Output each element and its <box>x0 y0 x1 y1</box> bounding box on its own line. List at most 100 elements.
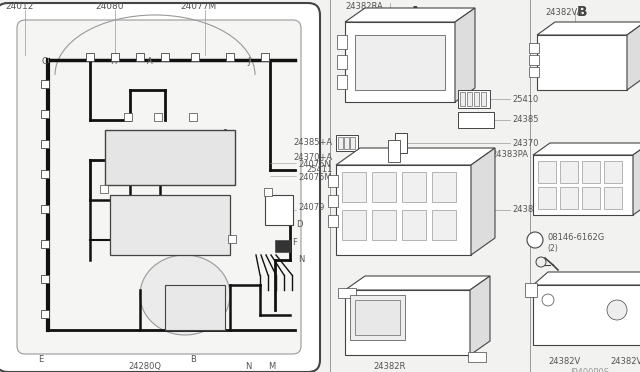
Bar <box>582 187 600 209</box>
Bar <box>372 172 396 202</box>
Polygon shape <box>533 143 640 155</box>
Text: 24280Q: 24280Q <box>128 362 161 371</box>
Bar <box>41 275 49 283</box>
Bar <box>395 133 407 153</box>
Bar <box>228 235 236 243</box>
Bar <box>154 113 162 121</box>
Bar <box>432 172 456 202</box>
Text: 25410: 25410 <box>512 96 538 105</box>
Text: 24370+A: 24370+A <box>294 153 333 162</box>
Text: 24382VB: 24382VB <box>610 357 640 366</box>
Bar <box>189 113 197 121</box>
Ellipse shape <box>140 255 230 335</box>
Bar <box>344 137 349 149</box>
Text: B: B <box>577 5 588 19</box>
Text: A: A <box>147 57 153 66</box>
Bar <box>533 285 640 345</box>
Text: B: B <box>190 355 196 364</box>
Bar <box>350 295 405 340</box>
Bar <box>355 300 400 335</box>
Bar <box>265 195 293 225</box>
Polygon shape <box>537 22 640 35</box>
Text: M: M <box>268 362 275 371</box>
Bar <box>529 55 539 65</box>
Bar <box>328 195 338 207</box>
Bar <box>402 172 426 202</box>
FancyBboxPatch shape <box>0 3 320 372</box>
Text: 24382RA: 24382RA <box>345 2 383 11</box>
Bar <box>161 53 169 61</box>
Bar <box>481 92 486 106</box>
Bar <box>86 53 94 61</box>
Bar <box>338 137 343 149</box>
Bar <box>328 175 338 187</box>
Bar <box>261 53 269 61</box>
Bar <box>41 170 49 178</box>
Bar <box>460 92 465 106</box>
Text: 08146-6162G: 08146-6162G <box>547 232 604 241</box>
Text: F: F <box>292 238 297 247</box>
Text: 24382VA: 24382VA <box>545 8 582 17</box>
Text: 24370: 24370 <box>512 138 538 148</box>
Bar <box>337 55 347 69</box>
Text: 24077M: 24077M <box>180 2 216 11</box>
Text: 25411: 25411 <box>307 165 333 174</box>
Text: 24385+A: 24385+A <box>294 138 333 147</box>
Bar <box>105 130 235 185</box>
Bar <box>328 215 338 227</box>
Bar <box>110 195 230 255</box>
Bar <box>537 35 627 90</box>
Bar <box>41 110 49 118</box>
Bar <box>41 205 49 213</box>
Bar <box>191 53 199 61</box>
Text: (2): (2) <box>547 244 557 253</box>
Bar <box>468 352 486 362</box>
Bar <box>467 92 472 106</box>
Bar <box>372 210 396 240</box>
Text: A: A <box>410 5 420 19</box>
Bar <box>529 67 539 77</box>
Text: E: E <box>38 355 44 364</box>
Bar <box>338 288 356 298</box>
Bar <box>100 185 108 193</box>
Bar <box>604 187 622 209</box>
Bar <box>342 172 366 202</box>
Bar <box>582 161 600 183</box>
Bar <box>402 210 426 240</box>
Bar <box>345 22 455 102</box>
Bar <box>41 140 49 148</box>
Bar <box>560 187 578 209</box>
Bar <box>604 161 622 183</box>
Polygon shape <box>345 276 490 290</box>
Bar <box>538 161 556 183</box>
Bar <box>525 283 537 297</box>
Bar <box>474 92 479 106</box>
Bar <box>337 35 347 49</box>
Text: 24382R: 24382R <box>374 362 406 371</box>
Text: N: N <box>298 255 305 264</box>
Polygon shape <box>470 276 490 355</box>
Text: 24079: 24079 <box>298 203 324 212</box>
Polygon shape <box>633 143 640 215</box>
Text: J: J <box>247 57 250 66</box>
Bar <box>124 113 132 121</box>
Bar <box>355 35 445 90</box>
Bar <box>560 161 578 183</box>
Bar <box>337 75 347 89</box>
Text: 24012: 24012 <box>5 2 33 11</box>
Circle shape <box>527 232 543 248</box>
Bar <box>336 165 471 255</box>
Text: 24075M: 24075M <box>298 173 332 182</box>
Polygon shape <box>533 272 640 285</box>
Bar <box>275 240 290 252</box>
Circle shape <box>607 300 627 320</box>
Bar <box>538 187 556 209</box>
Bar <box>226 53 234 61</box>
Bar <box>388 140 400 162</box>
Bar <box>111 53 119 61</box>
Text: H: H <box>110 57 116 66</box>
Text: JP400P0S: JP400P0S <box>570 368 609 372</box>
Polygon shape <box>455 8 475 102</box>
Bar <box>345 290 470 355</box>
Text: N: N <box>245 362 252 371</box>
